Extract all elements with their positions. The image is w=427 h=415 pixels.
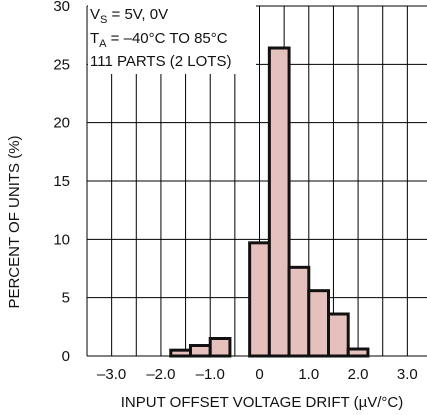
histogram-bar [248, 241, 271, 358]
histogram-bar [307, 289, 330, 358]
histogram-bar [267, 46, 291, 358]
x-tick-label: –2.0 [146, 366, 175, 383]
annotation-background [88, 0, 256, 74]
annotation-line: VS = 5V, 0V [90, 6, 168, 26]
tick-labels: 0 5 10 15 20 25 30 –3.0 –2.0 –1.0 0 1.0 2.0 3.0 [53, 0, 417, 383]
bars [169, 46, 370, 358]
histogram-bar [327, 312, 350, 358]
x-tick-label: –1.0 [196, 366, 225, 383]
histogram-bar [208, 337, 232, 358]
x-tick-label: 2.0 [348, 366, 369, 383]
y-tick-label: 30 [53, 0, 70, 15]
annotation-line: 111 PARTS (2 LOTS) [90, 53, 231, 70]
histogram-bar [346, 347, 370, 358]
histogram-bar [287, 265, 311, 358]
x-axis-label: INPUT OFFSET VOLTAGE DRIFT (µV/°C) [121, 394, 403, 411]
annotation-line: TA = –40°C TO 85°C [90, 30, 228, 50]
y-tick-label: 25 [53, 56, 70, 73]
y-tick-label: 15 [53, 173, 70, 190]
y-tick-label: 20 [53, 115, 70, 132]
annotation-box: VS = 5V, 0V TA = –40°C TO 85°C 111 PARTS (… [88, 0, 256, 74]
y-tick-label: 5 [62, 290, 70, 307]
y-tick-label: 0 [62, 348, 70, 365]
histogram-bar [189, 344, 212, 358]
x-tick-label: 1.0 [298, 366, 319, 383]
y-tick-label: 10 [53, 231, 70, 248]
x-tick-label: 0 [255, 366, 263, 383]
y-axis-label: PERCENT OF UNITS (%) [6, 135, 23, 308]
histogram-bar [169, 348, 193, 358]
x-tick-label: –3.0 [97, 366, 126, 383]
x-tick-label: 3.0 [397, 366, 418, 383]
